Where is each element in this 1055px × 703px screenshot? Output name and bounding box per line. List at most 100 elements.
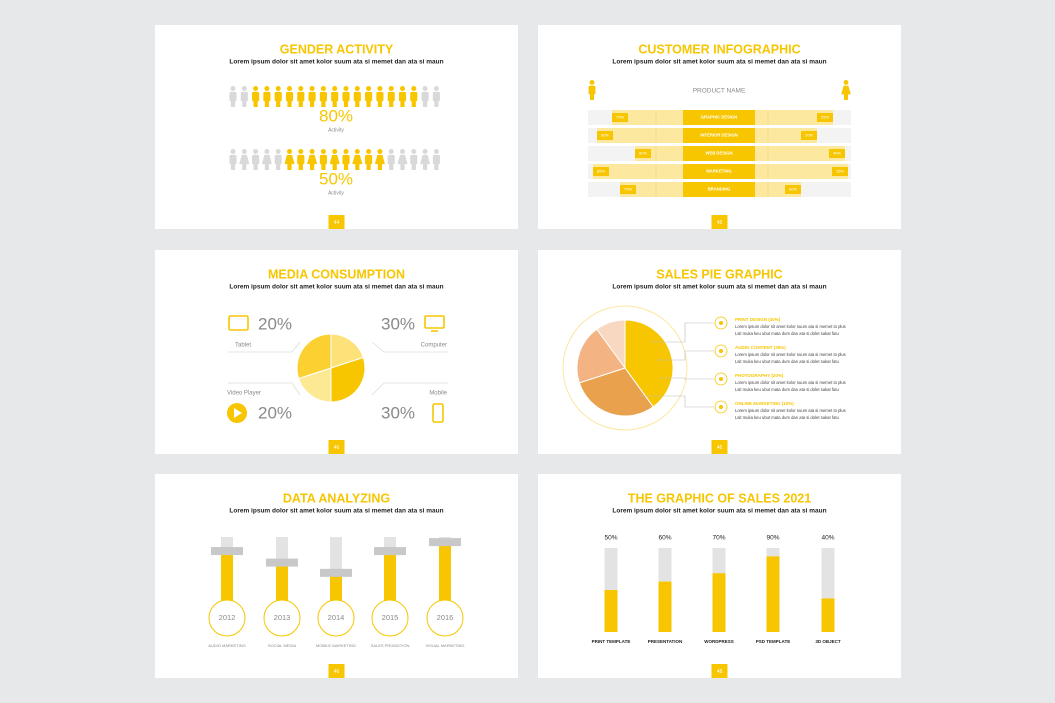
- icon-body: [297, 91, 305, 102]
- row-label-box: [683, 164, 755, 179]
- female-icon: [420, 149, 431, 170]
- play-triangle: [234, 408, 242, 418]
- row-label: BRANDING: [708, 187, 731, 192]
- category-label: MOBILE MARKETING: [316, 643, 356, 648]
- male-icon: [319, 149, 327, 170]
- slide-title: MEDIA CONSUMPTION: [268, 267, 405, 281]
- slide-title: CUSTOMER INFOGRAPHIC: [638, 42, 800, 56]
- icon-body: [410, 154, 418, 165]
- male-icon: [588, 80, 596, 100]
- page-number-box: [711, 664, 728, 678]
- category-label: SALES PROMOTION: [371, 643, 410, 648]
- icon-body: [331, 91, 339, 102]
- category-label: AUDIO MARKETING: [208, 643, 246, 648]
- pie-slice: [578, 367, 654, 417]
- icon-body: [365, 154, 373, 165]
- icon-head: [366, 86, 372, 92]
- icon-legs: [264, 100, 269, 107]
- icon-legs: [321, 100, 326, 107]
- icon-head: [230, 149, 236, 155]
- female-icon: [284, 149, 295, 170]
- category-label: PRINT TEMPLATE: [592, 639, 631, 644]
- icon-head: [298, 86, 304, 92]
- icon-body: [410, 91, 418, 102]
- legend-text: Lsit muka keu ubut mata dum dan ata si d…: [735, 359, 839, 364]
- right-tag: [801, 131, 817, 140]
- icon-head: [399, 149, 406, 155]
- slide-title: THE GRAPHIC OF SALES 2021: [628, 491, 811, 505]
- left-tag: [635, 149, 651, 158]
- icon-legs: [423, 163, 428, 170]
- legend-title: PRINT DESIGN (40%): [735, 317, 781, 322]
- male-icon: [308, 86, 316, 107]
- pie-slice: [298, 367, 332, 403]
- media-value: 30%: [381, 314, 415, 333]
- right-tag: [817, 113, 833, 122]
- icon-legs: [287, 100, 292, 107]
- pie-outline: [562, 305, 688, 431]
- page-number-box: [711, 440, 728, 454]
- icon-legs: [355, 100, 360, 107]
- icon-head: [366, 149, 372, 155]
- row-label-box: [683, 110, 755, 125]
- icon-head: [241, 149, 247, 155]
- legend-text: Lorem ipsum dolor sit amet kolor suum at…: [735, 324, 846, 329]
- icon-body: [240, 91, 248, 102]
- category-label: WORDPRESS: [704, 639, 734, 644]
- icon-body: [397, 154, 408, 165]
- bar-tag: [374, 547, 406, 556]
- female-icon: [307, 149, 318, 170]
- left-tag-label: 80%: [601, 133, 609, 138]
- icon-legs: [343, 163, 349, 170]
- icon-legs: [434, 163, 439, 170]
- right-tag-label: 30%: [789, 187, 797, 192]
- icon-head: [343, 149, 349, 155]
- year-label: 2016: [437, 613, 454, 622]
- icon-head: [377, 149, 383, 155]
- icon-legs: [276, 100, 281, 107]
- male-icon: [331, 86, 339, 107]
- icon-body: [263, 91, 271, 102]
- icon-head: [286, 86, 293, 92]
- icon-body: [297, 154, 305, 165]
- row-label-box: [683, 182, 755, 197]
- value-label: 40%: [821, 535, 834, 542]
- male-icon: [252, 149, 260, 170]
- slide-subtitle: Lorem ipsum dolor sit amet kolor suum at…: [229, 284, 443, 291]
- icon-head: [241, 86, 247, 92]
- icon-body: [319, 91, 327, 102]
- bar: [821, 598, 835, 632]
- row-label: MARKETING: [706, 169, 731, 174]
- slide-subtitle: Lorem ipsum dolor sit amet kolor suum at…: [612, 508, 826, 515]
- bar: [276, 562, 288, 601]
- activity-label: Activity: [328, 190, 344, 196]
- page-number: 44: [334, 220, 340, 226]
- icon-head: [320, 149, 326, 155]
- year-label: 2015: [382, 613, 399, 622]
- media-value: 20%: [258, 403, 292, 422]
- legend-icon-dot: [719, 349, 723, 353]
- right-tag-label: 15%: [836, 169, 844, 174]
- legend-icon-dot: [719, 377, 723, 381]
- connector-line: [371, 341, 448, 353]
- left-tag-label: 85%: [597, 169, 605, 174]
- male-icon: [342, 149, 350, 170]
- icon-body: [239, 154, 250, 165]
- icon-legs: [366, 100, 371, 107]
- female-icon: [397, 149, 408, 170]
- legend-text: Lorem ipsum dolor sit amet kolor suum at…: [735, 380, 846, 385]
- legend-icon-dot: [719, 405, 723, 409]
- slide-title: GENDER ACTIVITY: [280, 42, 394, 56]
- icon-body: [432, 91, 440, 102]
- icon-head: [286, 149, 293, 155]
- icon-head: [433, 86, 439, 92]
- page-number: 45: [717, 220, 723, 226]
- icon-legs: [298, 163, 303, 170]
- bar: [439, 542, 451, 601]
- icon-body: [319, 154, 327, 165]
- category-label: 3D OBJECT: [815, 639, 841, 644]
- slide-subtitle: Lorem ipsum dolor sit amet kolor suum at…: [612, 284, 826, 291]
- icon-body: [352, 154, 363, 165]
- male-icon: [432, 86, 440, 107]
- year-circle: [208, 599, 246, 637]
